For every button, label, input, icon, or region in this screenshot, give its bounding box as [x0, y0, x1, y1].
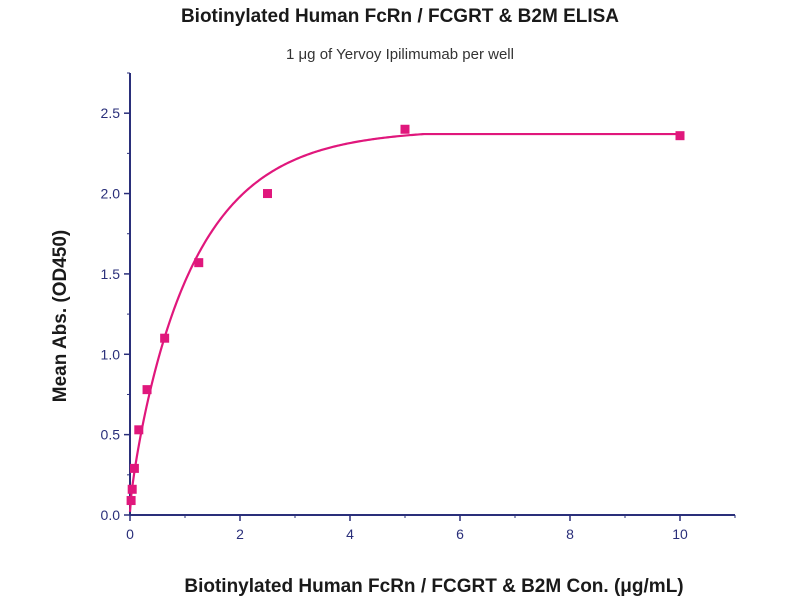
y-tick-label: 1.0	[101, 346, 121, 362]
data-points-layer	[126, 124, 685, 506]
data-point	[675, 131, 685, 141]
x-tick-label: 8	[566, 526, 574, 542]
x-tick-label: 10	[672, 526, 688, 542]
data-point	[142, 385, 152, 395]
x-tick-label: 2	[236, 526, 244, 542]
data-point	[400, 124, 410, 134]
x-tick-label: 6	[456, 526, 464, 542]
x-tick-label: 0	[126, 526, 134, 542]
y-tick-label: 0.5	[101, 427, 121, 443]
data-point	[134, 425, 144, 435]
data-point	[160, 333, 170, 343]
chart-title: Biotinylated Human FcRn / FCGRT & B2M EL…	[180, 6, 620, 27]
data-point	[127, 484, 137, 494]
y-tick-label: 2.5	[101, 105, 121, 121]
x-axis-title: Biotinylated Human FcRn / FCGRT & B2M Co…	[184, 576, 683, 597]
chart-subtitle: 1 μg of Yervoy Ipilimumab per well	[286, 46, 514, 63]
y-tick-label: 2.0	[101, 186, 121, 202]
data-point	[194, 258, 204, 268]
y-tick-label: 0.0	[101, 507, 121, 523]
data-point	[263, 189, 272, 199]
fit-curve	[128, 132, 680, 512]
fit-curve-layer	[128, 132, 680, 512]
axes: 0.0 0.5 1.0 1.5 2.0 2.5 0 2 4 6 8 10	[101, 72, 736, 542]
y-axis-title: Mean Abs. (OD450)	[50, 230, 71, 402]
data-point	[129, 463, 139, 473]
data-point	[126, 496, 136, 506]
y-tick-label: 1.5	[101, 266, 121, 282]
x-tick-label: 4	[346, 526, 354, 542]
